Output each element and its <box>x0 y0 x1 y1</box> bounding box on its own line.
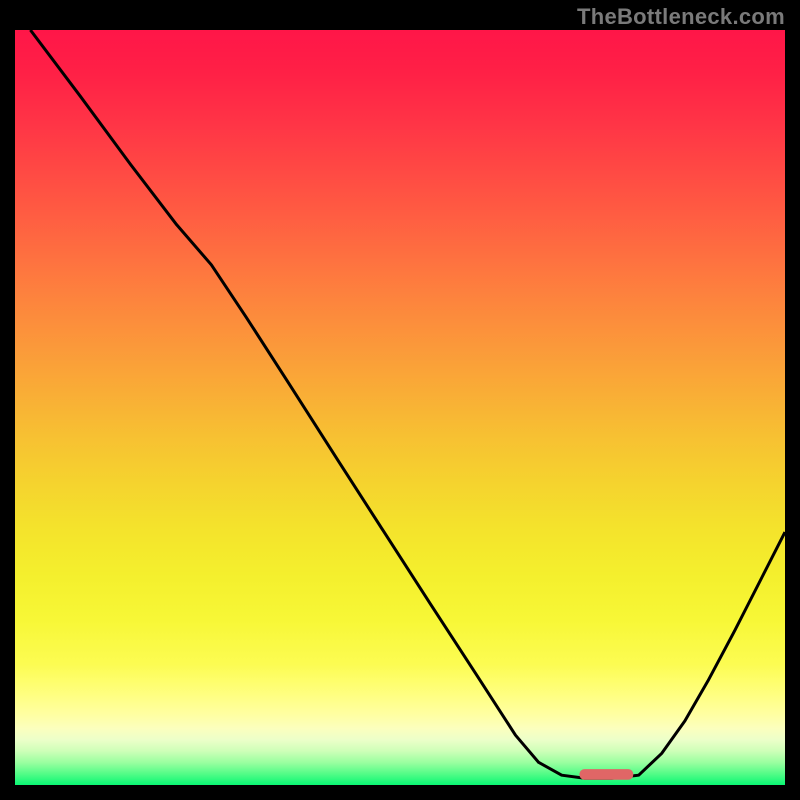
optimal-marker <box>579 769 633 780</box>
plot-area <box>15 30 785 785</box>
curve-overlay <box>15 30 785 785</box>
bottleneck-curve <box>30 30 785 778</box>
watermark-text: TheBottleneck.com <box>577 4 785 30</box>
